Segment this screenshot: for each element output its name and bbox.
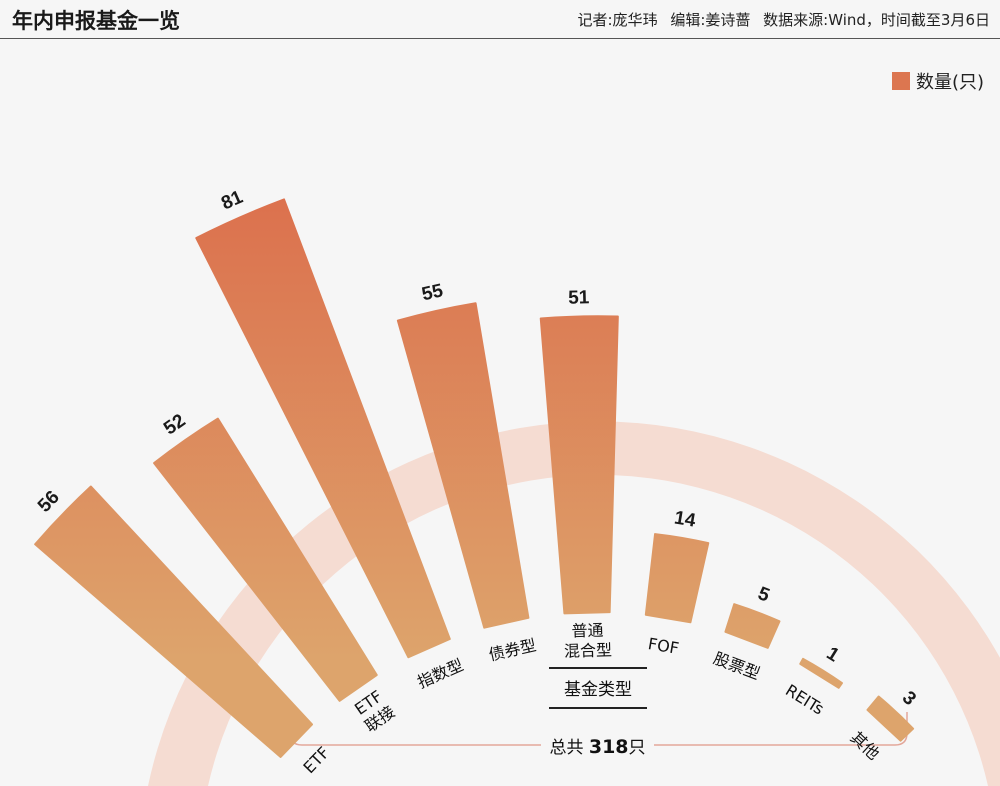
bar-指数型 xyxy=(195,198,451,659)
header-bar: 年内申报基金一览 记者:庞华玮 编辑:姜诗蔷 数据来源:Wind，时间截至3月6… xyxy=(0,0,1000,39)
value-label: 3 xyxy=(898,687,920,710)
credit-source: 数据来源:Wind，时间截至3月6日 xyxy=(763,11,990,29)
category-label: 普通混合型 xyxy=(563,621,612,661)
credit-editor: 编辑:姜诗蔷 xyxy=(670,11,751,29)
value-label: 56 xyxy=(34,487,64,517)
value-label: 81 xyxy=(218,187,246,215)
category-label: 指数型 xyxy=(415,655,467,692)
category-label: 债券型 xyxy=(487,635,538,664)
value-label: 1 xyxy=(823,643,843,667)
value-label: 52 xyxy=(160,410,189,439)
bar-债券型 xyxy=(396,302,530,629)
credits: 记者:庞华玮 编辑:姜诗蔷 数据来源:Wind，时间截至3月6日 xyxy=(569,9,990,30)
legend: 数量(只) xyxy=(891,68,984,94)
page-title: 年内申报基金一览 xyxy=(12,9,180,33)
value-label: 5 xyxy=(755,583,773,607)
category-label: 股票型 xyxy=(711,649,763,684)
legend-swatch xyxy=(891,72,910,90)
bar-FOF xyxy=(644,533,710,624)
total-value: 318 xyxy=(588,736,629,758)
bar-其他 xyxy=(866,695,915,742)
total-prefix: 总共 xyxy=(549,738,589,758)
value-label: 14 xyxy=(673,508,698,532)
bar-股票型 xyxy=(724,603,781,649)
category-label: ETF联接 xyxy=(350,686,399,736)
legend-label: 数量(只) xyxy=(915,72,984,93)
axis-title: 基金类型 xyxy=(549,667,647,709)
total-count: 总共 318只 xyxy=(0,733,1000,758)
category-label: FOF xyxy=(647,634,681,658)
category-label: REITs xyxy=(782,681,827,719)
total-suffix: 只 xyxy=(628,738,646,758)
bar-REITs xyxy=(799,657,843,689)
bar-ETF联接 xyxy=(153,417,378,702)
value-label: 51 xyxy=(568,287,590,309)
credit-reporter: 记者:庞华玮 xyxy=(577,11,658,29)
bar-ETF xyxy=(34,485,314,758)
bar-普通混合型 xyxy=(539,315,619,615)
value-label: 55 xyxy=(420,280,446,305)
